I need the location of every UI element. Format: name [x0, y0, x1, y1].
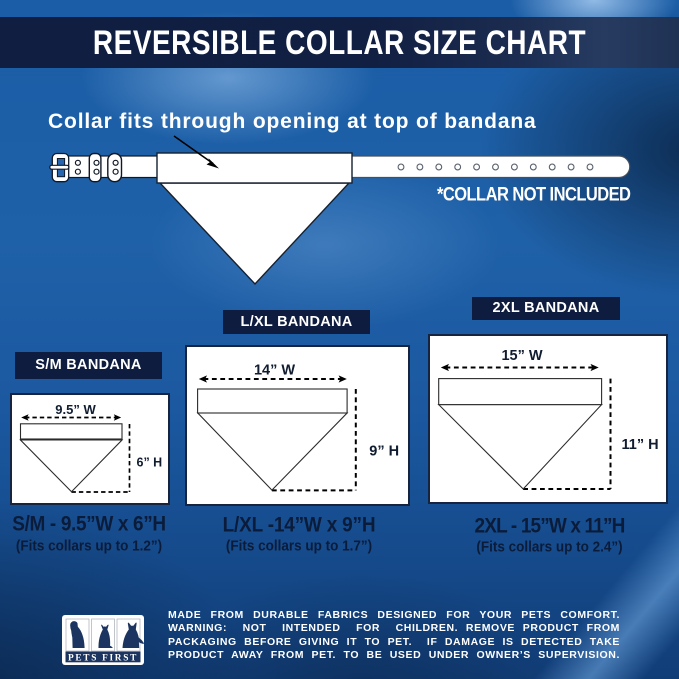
svg-text:6” H: 6” H	[136, 456, 162, 470]
svg-text:11” H: 11” H	[621, 437, 658, 453]
svg-text:9.5” W: 9.5” W	[55, 402, 96, 417]
svg-text:PETS FIRST: PETS FIRST	[68, 654, 138, 664]
svg-text:15” W: 15” W	[501, 348, 542, 364]
svg-text:14” W: 14” W	[253, 362, 294, 378]
svg-text:9” H: 9” H	[369, 443, 399, 459]
